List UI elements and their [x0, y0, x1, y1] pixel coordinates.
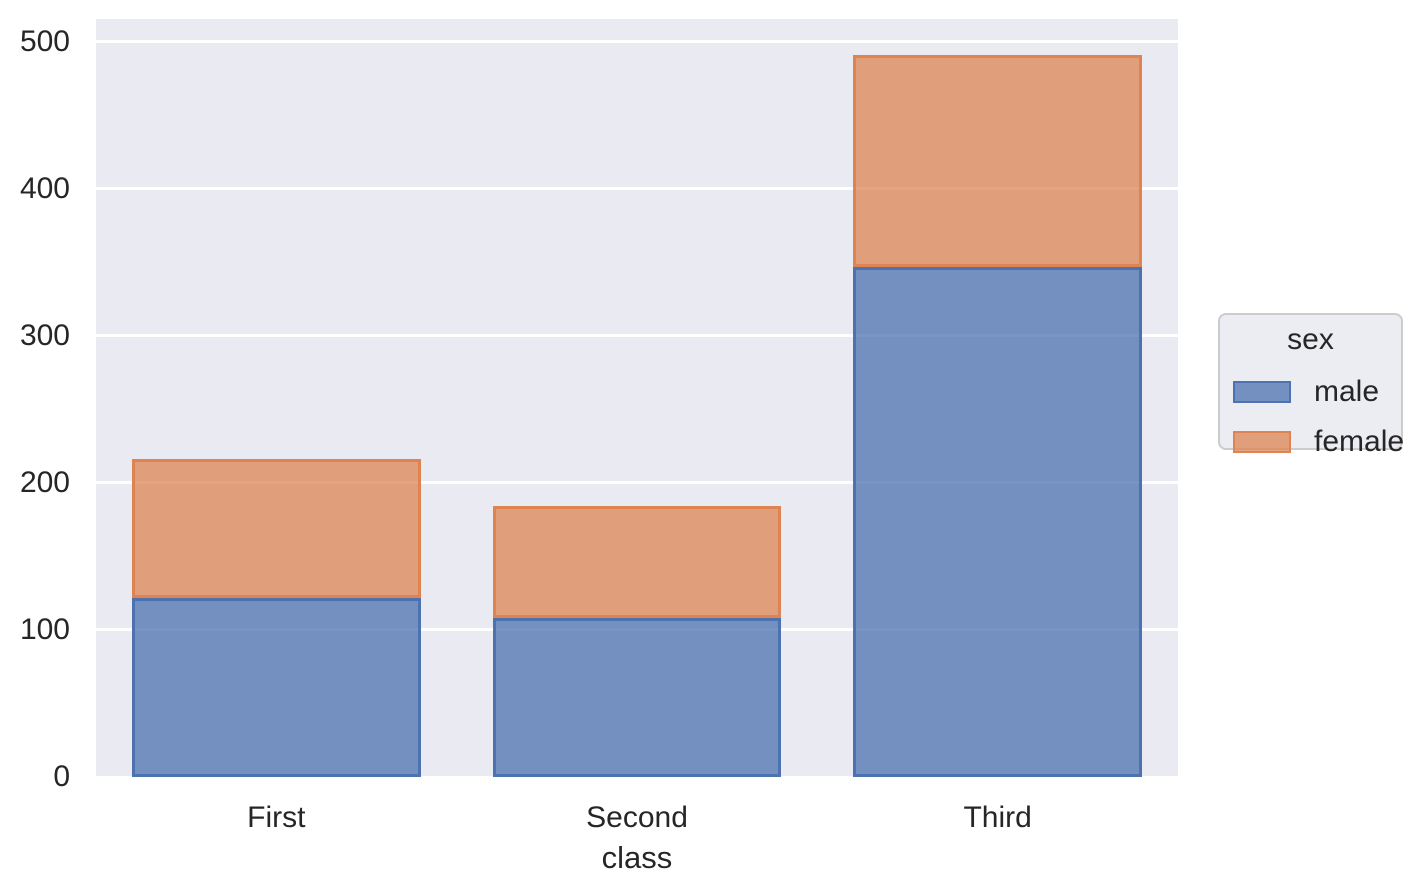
y-tick-label-400: 400 — [19, 171, 70, 205]
y-tick-label-300: 300 — [19, 318, 70, 352]
gridline-400 — [96, 187, 1178, 191]
legend-swatch-female-icon — [1233, 431, 1291, 453]
bar-segment-male-first — [132, 597, 421, 777]
bar-segment-male-second — [492, 618, 782, 777]
legend-items: male female — [1233, 358, 1404, 458]
y-tick-label-200: 200 — [19, 465, 70, 499]
legend-item-female: female — [1233, 426, 1404, 458]
x-tick-label-second: Second — [586, 801, 688, 834]
x-tick-label-first: First — [247, 801, 306, 834]
plot-area — [96, 19, 1178, 777]
legend-label-female: female — [1314, 425, 1405, 458]
legend: sex male female — [1218, 313, 1404, 458]
y-tick-label-500: 500 — [19, 24, 70, 58]
legend-title: sex — [1287, 323, 1334, 356]
gridline-200 — [96, 481, 1178, 485]
x-axis-label: class — [601, 840, 673, 875]
bar-segment-female-first — [132, 459, 421, 598]
legend-item-male: male — [1233, 376, 1388, 408]
y-tick-label-0: 0 — [53, 760, 70, 793]
y-tick-label-100: 100 — [19, 612, 70, 646]
x-tick-label-third: Third — [963, 801, 1032, 834]
legend-swatch-male-icon — [1233, 381, 1291, 403]
gridline-500 — [96, 40, 1178, 44]
legend-label-male: male — [1314, 375, 1380, 408]
bar-segment-female-second — [492, 506, 782, 619]
gridline-300 — [96, 334, 1178, 338]
bar-segment-female-third — [853, 55, 1142, 267]
bar-segment-male-third — [853, 266, 1142, 777]
